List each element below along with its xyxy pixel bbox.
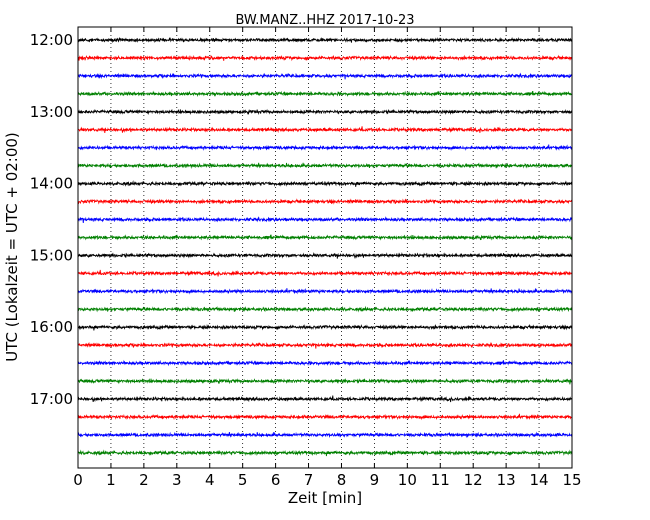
x-tick-label: 2 <box>139 471 149 489</box>
y-tick-label: 17:00 <box>30 390 73 408</box>
trace-1400 <box>77 180 573 187</box>
trace-1215 <box>77 54 573 62</box>
x-tick-label: 6 <box>271 471 281 489</box>
y-axis-label: UTC (Lokalzeit = UTC + 02:00) <box>3 132 21 362</box>
x-axis-label: Zeit [min] <box>288 489 362 507</box>
y-axis-ticks: 12:00 13:00 14:00 15:00 16:00 17:00 <box>30 31 572 408</box>
trace-1600 <box>77 323 573 331</box>
x-tick-label: 15 <box>562 471 581 489</box>
trace-1245 <box>77 90 573 98</box>
x-tick-label: 9 <box>370 471 380 489</box>
y-tick-label: 13:00 <box>30 103 73 121</box>
y-tick-label: 16:00 <box>30 318 73 336</box>
trace-1730 <box>77 431 573 439</box>
trace-1500 <box>77 252 573 259</box>
y-tick-label: 14:00 <box>30 175 73 193</box>
trace-1700 <box>77 395 573 403</box>
x-tick-label: 13 <box>497 471 516 489</box>
plot-frame <box>77 26 573 469</box>
chart-title: BW.MANZ..HHZ 2017-10-23 <box>235 13 414 28</box>
trace-1630 <box>77 359 573 367</box>
trace-1330 <box>77 144 573 151</box>
x-tick-label: 11 <box>431 471 450 489</box>
x-tick-label: 8 <box>337 471 347 489</box>
x-axis-ticks: 0 1 2 3 4 5 6 7 8 9 10 11 12 13 14 15 <box>73 27 582 489</box>
x-tick-label: 4 <box>205 471 215 489</box>
trace-1745 <box>77 449 573 457</box>
trace-1430 <box>77 216 573 223</box>
trace-1345 <box>77 162 573 169</box>
y-tick-label: 12:00 <box>30 31 73 49</box>
x-tick-label: 10 <box>398 471 417 489</box>
trace-1445 <box>77 234 573 241</box>
x-tick-label: 5 <box>238 471 248 489</box>
trace-1545 <box>77 305 573 313</box>
trace-1645 <box>77 377 573 385</box>
grid <box>110 27 540 468</box>
trace-1200 <box>77 36 573 44</box>
traces <box>77 36 573 457</box>
trace-1315 <box>77 126 573 134</box>
trace-1515 <box>77 269 573 277</box>
trace-1230 <box>77 72 573 80</box>
x-tick-label: 1 <box>106 471 116 489</box>
x-tick-label: 12 <box>464 471 483 489</box>
trace-1715 <box>77 413 573 421</box>
y-tick-label: 15:00 <box>30 246 73 264</box>
x-tick-label: 3 <box>172 471 182 489</box>
x-tick-label: 14 <box>530 471 549 489</box>
trace-1530 <box>77 288 573 295</box>
x-tick-label: 7 <box>304 471 314 489</box>
trace-1615 <box>77 341 573 349</box>
trace-1415 <box>77 198 573 205</box>
trace-1300 <box>77 108 573 116</box>
x-tick-label: 0 <box>73 471 83 489</box>
